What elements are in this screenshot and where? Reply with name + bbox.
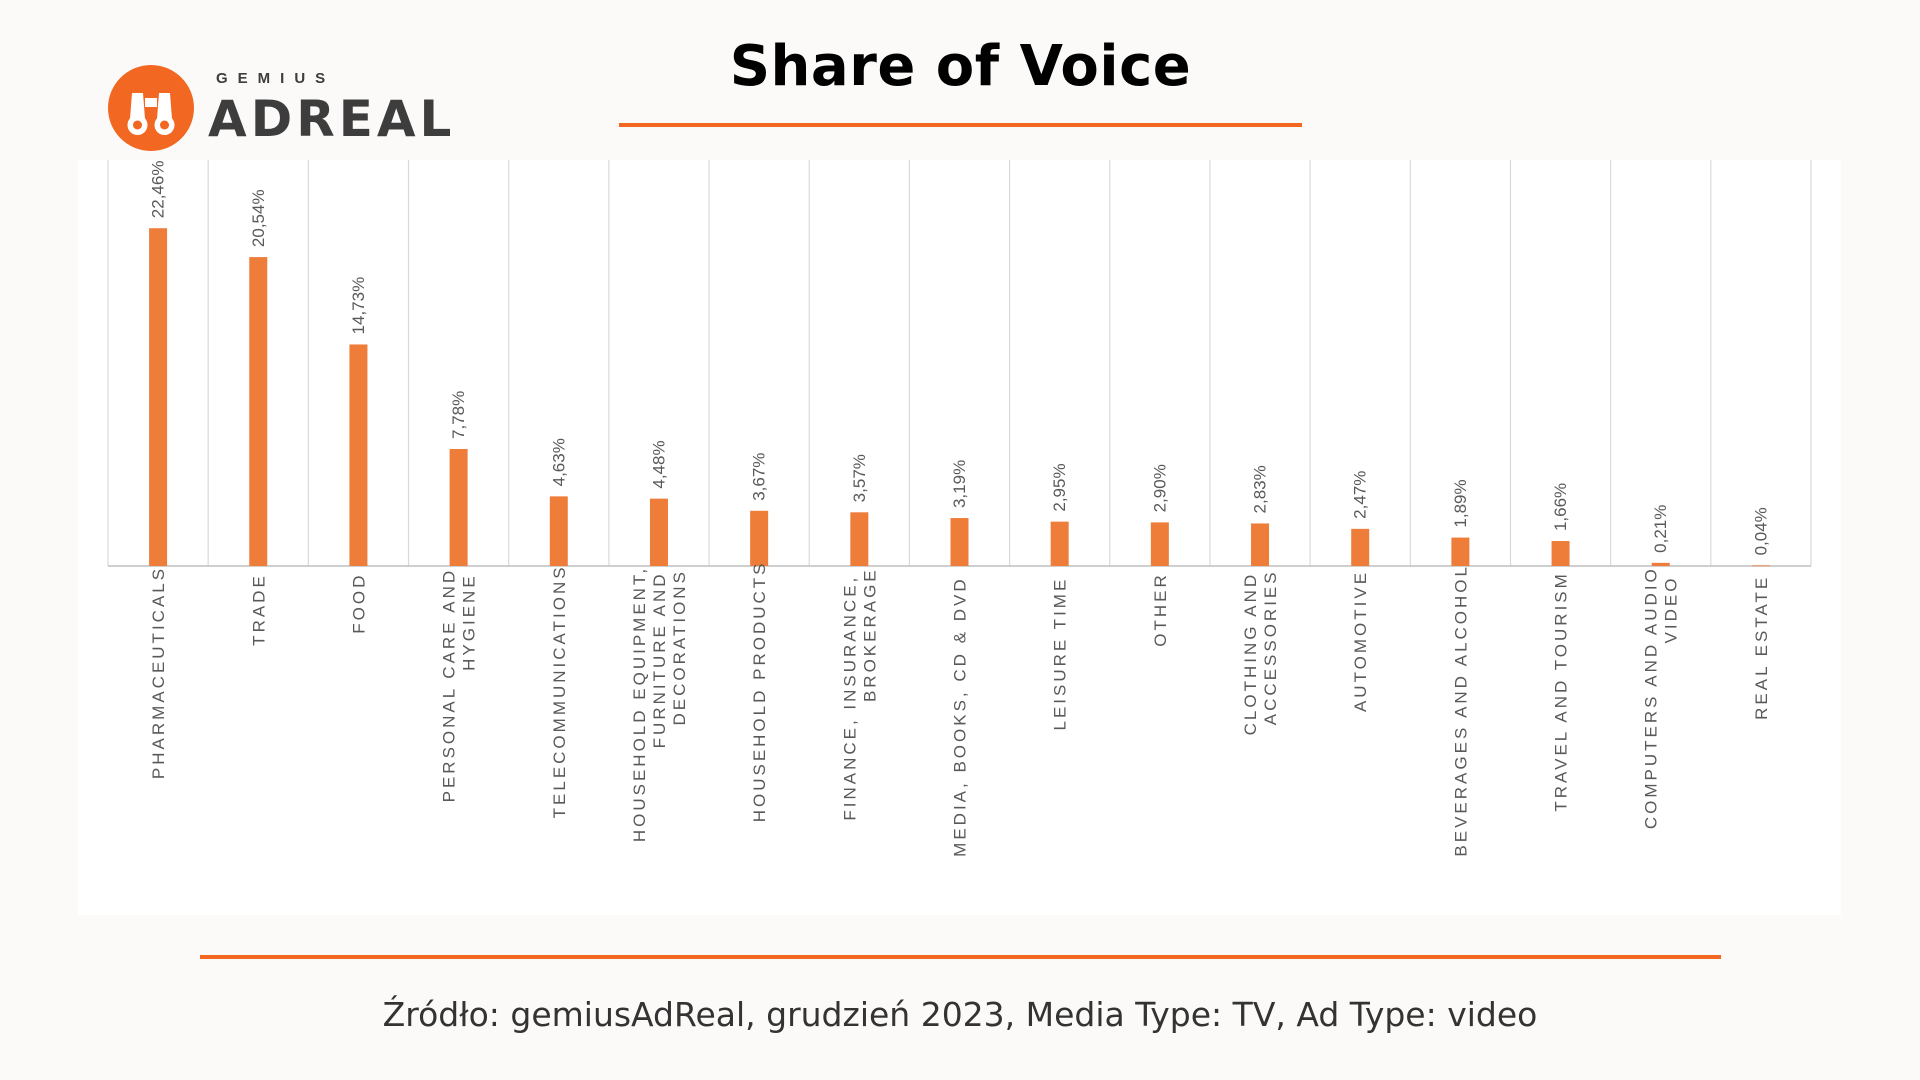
category-label-line: ACCESSORIES bbox=[1261, 569, 1280, 725]
binoculars-icon bbox=[108, 65, 194, 151]
bar bbox=[1651, 562, 1670, 566]
data-label: 3,67% bbox=[750, 453, 769, 501]
data-label: 7,78% bbox=[449, 391, 468, 439]
category-label: BEVERAGES AND ALCOHOL bbox=[1451, 564, 1470, 857]
category-label-line: PHARMACEUTICALS bbox=[149, 566, 168, 779]
page-title: Share of Voice bbox=[729, 34, 1192, 99]
bar bbox=[1751, 565, 1770, 567]
bar bbox=[950, 518, 969, 566]
category-label-line: BROKERAGE bbox=[860, 567, 879, 702]
category-label: COMPUTERS AND AUDIOVIDEO bbox=[1642, 566, 1681, 829]
data-label: 1,89% bbox=[1451, 479, 1470, 527]
data-label: 3,57% bbox=[850, 454, 869, 502]
category-label-line: HOUSEHOLD EQUIPMENT, bbox=[630, 566, 649, 842]
bar bbox=[649, 498, 668, 566]
category-label-line: BEVERAGES AND ALCOHOL bbox=[1451, 564, 1470, 857]
category-label: PERSONAL CARE ANDHYGIENE bbox=[440, 568, 479, 803]
bar bbox=[1351, 528, 1370, 566]
category-label: REAL ESTATE bbox=[1752, 575, 1771, 720]
category-label-line: DECORATIONS bbox=[670, 569, 689, 725]
category-label: TELECOMMUNICATIONS bbox=[550, 564, 569, 818]
title-underline bbox=[619, 123, 1302, 127]
bar-chart: 22,46% PHARMACEUTICALS 20,54% TRADE 14,73% FO… bbox=[107, 160, 1812, 857]
data-label: 3,19% bbox=[950, 460, 969, 508]
category-label-line: MEDIA, BOOKS, CD & DVD bbox=[951, 576, 970, 856]
bar bbox=[750, 510, 769, 566]
data-label: 2,47% bbox=[1351, 471, 1370, 519]
category-label-line: HOUSEHOLD PRODUCTS bbox=[750, 560, 769, 822]
category-label-line: FINANCE, INSURANCE, bbox=[840, 575, 859, 821]
category-label-line: CLOTHING AND bbox=[1241, 572, 1260, 736]
category-label-line: COMPUTERS AND AUDIO bbox=[1642, 566, 1661, 829]
logo-name: ADREAL bbox=[208, 90, 456, 148]
bar bbox=[349, 344, 368, 566]
category-label: OTHER bbox=[1151, 572, 1170, 647]
category-label-line: PERSONAL CARE AND bbox=[440, 568, 459, 803]
bar bbox=[1451, 537, 1470, 566]
category-label: TRAVEL AND TOURISM bbox=[1552, 571, 1571, 811]
category-label: FINANCE, INSURANCE,BROKERAGE bbox=[840, 567, 879, 820]
category-label: PHARMACEUTICALS bbox=[149, 566, 168, 779]
category-label-line: TRADE bbox=[249, 573, 268, 646]
data-label: 1,66% bbox=[1551, 483, 1570, 531]
data-label: 22,46% bbox=[149, 161, 168, 219]
data-label: 14,73% bbox=[349, 277, 368, 335]
category-label-line: AUTOMOTIVE bbox=[1351, 570, 1370, 712]
data-label: 4,48% bbox=[649, 440, 668, 488]
data-label: 20,54% bbox=[249, 189, 268, 247]
category-label-line: FOOD bbox=[349, 573, 368, 634]
category-label-line: TRAVEL AND TOURISM bbox=[1552, 571, 1571, 811]
data-label: 0,21% bbox=[1651, 505, 1670, 553]
bar bbox=[1251, 523, 1270, 566]
category-label-line: TELECOMMUNICATIONS bbox=[550, 564, 569, 818]
category-label: TRADE bbox=[249, 573, 268, 646]
data-label: 0,04% bbox=[1751, 507, 1770, 555]
chart-panel: 22,46% PHARMACEUTICALS 20,54% TRADE 14,73% FO… bbox=[78, 160, 1841, 915]
category-label-line: HYGIENE bbox=[460, 573, 479, 671]
category-label-line: OTHER bbox=[1151, 572, 1170, 647]
category-label: FOOD bbox=[349, 573, 368, 634]
bar bbox=[1551, 541, 1570, 566]
bar bbox=[149, 228, 168, 566]
source-note: Źródło: gemiusAdReal, grudzień 2023, Med… bbox=[382, 995, 1538, 1034]
category-label: LEISURE TIME bbox=[1051, 577, 1070, 731]
category-label: MEDIA, BOOKS, CD & DVD bbox=[951, 576, 970, 856]
category-label-line: VIDEO bbox=[1662, 576, 1681, 644]
data-label: 2,90% bbox=[1150, 464, 1169, 512]
logo: GEMIUS ADREAL bbox=[108, 62, 451, 158]
category-label: AUTOMOTIVE bbox=[1351, 570, 1370, 712]
category-label-line: FURNITURE AND bbox=[650, 571, 669, 748]
source-divider bbox=[200, 955, 1721, 959]
category-label: HOUSEHOLD PRODUCTS bbox=[750, 560, 769, 822]
logo-brand: GEMIUS bbox=[216, 70, 336, 87]
data-label: 2,95% bbox=[1050, 463, 1069, 511]
bar bbox=[850, 512, 869, 566]
category-label-line: LEISURE TIME bbox=[1051, 577, 1070, 731]
bar bbox=[549, 496, 568, 566]
data-label: 2,83% bbox=[1251, 465, 1270, 513]
bar bbox=[449, 448, 468, 566]
bar bbox=[1050, 521, 1069, 566]
category-label: HOUSEHOLD EQUIPMENT,FURNITURE ANDDECORAT… bbox=[630, 566, 689, 842]
bar bbox=[1150, 522, 1169, 566]
category-label-line: REAL ESTATE bbox=[1752, 575, 1771, 720]
category-label: CLOTHING ANDACCESSORIES bbox=[1241, 569, 1280, 735]
bar bbox=[249, 257, 268, 566]
data-label: 4,63% bbox=[549, 438, 568, 486]
